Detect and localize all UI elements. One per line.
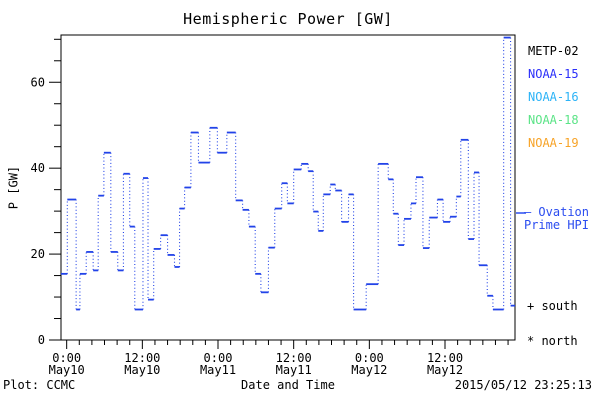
y-axis-label: P [GW] (6, 165, 21, 210)
hpi-step-line (61, 36, 515, 311)
legend-item-noaa18: NOAA-18 (528, 113, 579, 127)
x-axis-title: Date and Time (241, 378, 335, 392)
plot-credit: Plot: CCMC (3, 378, 76, 392)
satellite-legend: METP-02 NOAA-15 NOAA-16 NOAA-18 NOAA-19 (528, 44, 579, 159)
svg-text:60: 60 (31, 75, 45, 89)
svg-text:0:00: 0:00 (52, 351, 81, 365)
svg-text:May10: May10 (49, 363, 85, 377)
ovation-line2: Prime HPI (523, 218, 590, 232)
plot-timestamp: 2015/05/12 23:25:13 (454, 378, 592, 392)
svg-text:May11: May11 (276, 363, 312, 377)
x-axis-ticks (66, 340, 509, 349)
legend-item-noaa15: NOAA-15 (528, 67, 579, 81)
ovation-line1: — Ovation (523, 205, 590, 219)
chart-title: Hemispheric Power [GW] (183, 10, 393, 28)
axes-frame (60, 34, 516, 341)
svg-text:May10: May10 (124, 363, 160, 377)
y-axis-ticks (49, 38, 61, 341)
svg-text:May12: May12 (351, 363, 387, 377)
south-marker-label: + south (527, 299, 578, 313)
svg-text:12:00: 12:00 (276, 351, 312, 365)
svg-text:12:00: 12:00 (427, 351, 463, 365)
north-marker-label: * north (527, 334, 578, 348)
legend-item-metp02: METP-02 (528, 44, 579, 58)
ovation-prime-hpi-label: — Ovation Prime HPI (513, 206, 600, 232)
svg-text:0:00: 0:00 (355, 351, 384, 365)
svg-text:0:00: 0:00 (204, 351, 233, 365)
legend-item-noaa16: NOAA-16 (528, 90, 579, 104)
x-axis-tick-labels: 0:00May1012:00May100:00May1112:00May110:… (49, 351, 463, 377)
svg-text:0: 0 (38, 333, 45, 347)
svg-text:20: 20 (31, 247, 45, 261)
legend-item-noaa19: NOAA-19 (528, 136, 579, 150)
svg-text:40: 40 (31, 161, 45, 175)
svg-text:May12: May12 (427, 363, 463, 377)
y-axis-tick-labels: 0 20 40 60 (31, 75, 45, 347)
svg-text:May11: May11 (200, 363, 236, 377)
svg-text:12:00: 12:00 (124, 351, 160, 365)
